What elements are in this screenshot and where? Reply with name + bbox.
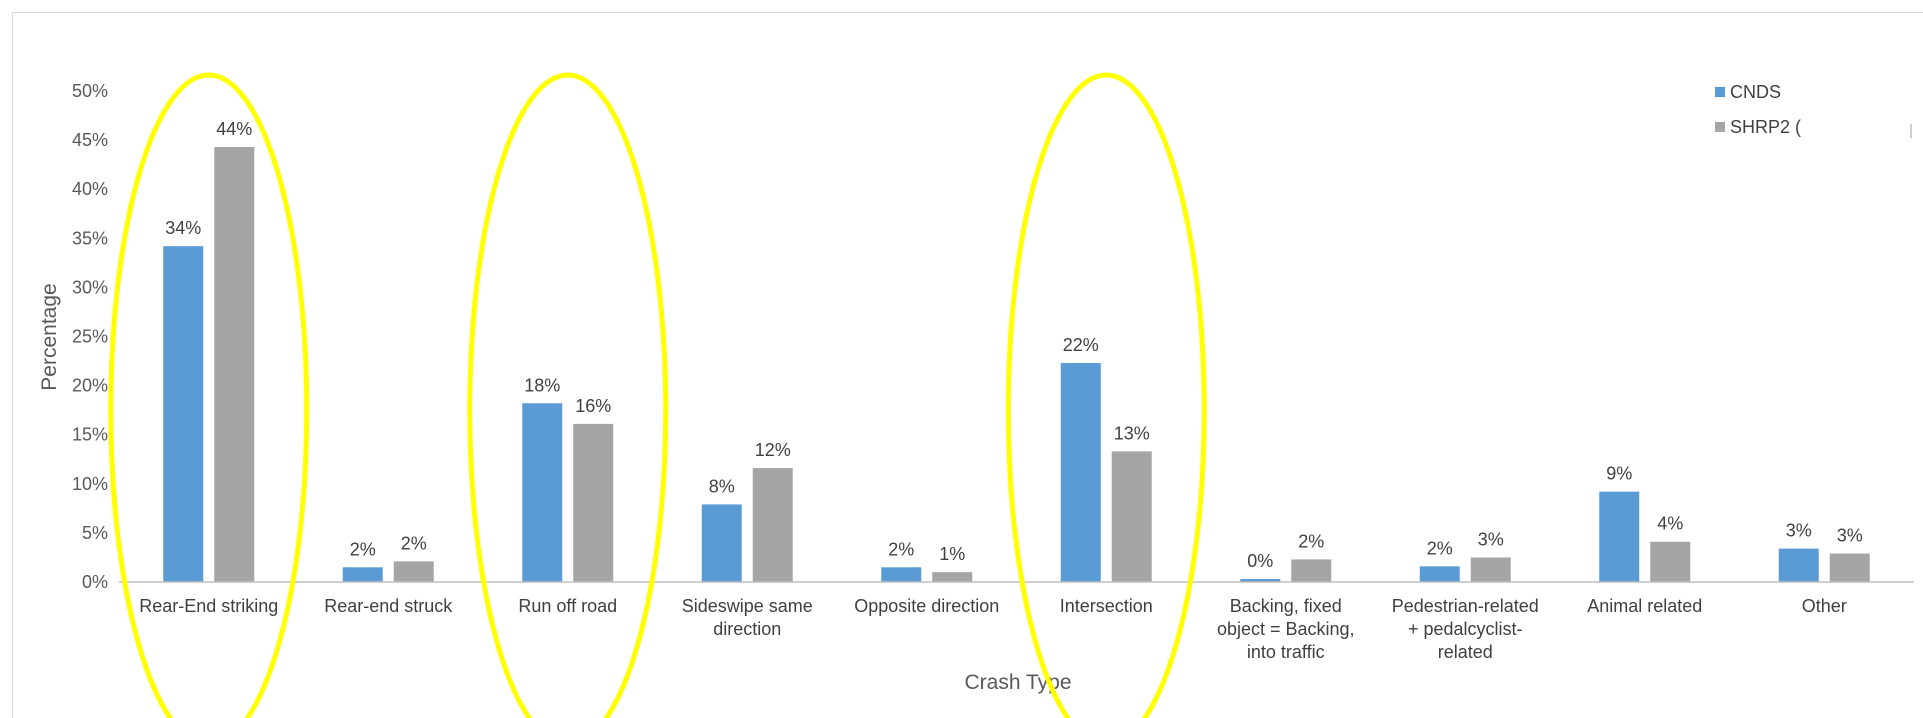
- bar-shrp2: [1470, 557, 1511, 582]
- data-label: 44%: [216, 119, 252, 139]
- bar-shrp2: [573, 423, 614, 582]
- y-tick-label: 0%: [82, 572, 108, 592]
- data-label: 0%: [1247, 551, 1273, 571]
- data-label: 4%: [1657, 514, 1683, 534]
- x-category-label: Pedestrian-related + pedalcyclist-related: [1392, 596, 1539, 662]
- y-axis-title: Percentage: [38, 283, 61, 390]
- chart-frame: [12, 12, 1923, 718]
- data-label: 1%: [939, 544, 965, 564]
- y-tick-label: 20%: [72, 376, 108, 396]
- x-category-label: Animal related: [1587, 596, 1702, 616]
- data-label: 2%: [350, 539, 376, 559]
- data-label: 18%: [524, 375, 560, 395]
- highlight-ellipse: [1005, 72, 1207, 718]
- bar-cnds: [1599, 491, 1640, 582]
- highlight-ellipses: [108, 72, 1207, 718]
- x-category-label: Opposite direction: [854, 596, 999, 616]
- legend-label: CNDS: [1730, 82, 1781, 102]
- y-tick-label: 10%: [72, 474, 108, 494]
- y-tick-label: 15%: [72, 425, 108, 445]
- data-label: 3%: [1478, 529, 1504, 549]
- bar-shrp2: [393, 561, 434, 582]
- bar-shrp2: [1111, 451, 1152, 582]
- data-label: 13%: [1114, 423, 1150, 443]
- bar-shrp2: [1829, 553, 1870, 582]
- x-category-label: Rear-End striking: [139, 596, 278, 616]
- legend-swatch: [1715, 87, 1725, 97]
- legend-swatch: [1715, 122, 1725, 132]
- y-tick-label: 45%: [72, 130, 108, 150]
- y-tick-label: 35%: [72, 228, 108, 248]
- y-axis-ticks: 0% 5% 10% 15% 20% 25% 30% 35% 40% 45% 50%: [72, 81, 108, 592]
- data-label: 2%: [1298, 531, 1324, 551]
- bar-shrp2: [214, 146, 255, 582]
- data-label: 2%: [1427, 538, 1453, 558]
- bar-cnds: [522, 403, 563, 582]
- x-category-label: Run off road: [518, 596, 617, 616]
- bars: [163, 146, 1870, 582]
- x-axis-categories: Rear-End striking Rear-end struck Run off …: [139, 596, 1847, 662]
- bar-cnds: [701, 504, 742, 582]
- bar-shrp2: [932, 572, 973, 582]
- bar-cnds: [163, 246, 204, 582]
- bar-shrp2: [752, 468, 793, 582]
- data-label: 9%: [1606, 464, 1632, 484]
- y-tick-label: 30%: [72, 277, 108, 297]
- data-label: 3%: [1786, 521, 1812, 541]
- data-label: 3%: [1837, 526, 1863, 546]
- data-label: 8%: [709, 476, 735, 496]
- bar-cnds: [881, 567, 922, 582]
- x-category-label: Other: [1802, 596, 1847, 616]
- y-tick-label: 50%: [72, 81, 108, 101]
- bar-cnds: [1778, 548, 1819, 582]
- legend-label: SHRP2 (: [1730, 117, 1801, 137]
- bar-cnds: [1240, 579, 1281, 582]
- x-category-label: Intersection: [1060, 596, 1153, 616]
- highlight-ellipse: [108, 72, 310, 718]
- data-label: 2%: [888, 539, 914, 559]
- x-category-label: Rear-end struck: [324, 596, 453, 616]
- data-label: 16%: [575, 396, 611, 416]
- x-category-label: Backing, fixed object = Backing, into traf…: [1217, 596, 1355, 662]
- data-labels: 34% 44% 2% 2% 18% 16% 8% 12% 2% 1% 22% 13% 0% 2% 2% 3% 9…: [165, 119, 1863, 571]
- bar-cnds: [1060, 363, 1101, 582]
- x-category-label: Sideswipe same direction: [682, 596, 813, 639]
- bar-shrp2: [1291, 559, 1332, 582]
- y-tick-label: 5%: [82, 523, 108, 543]
- data-label: 34%: [165, 218, 201, 238]
- highlight-ellipse: [467, 72, 669, 718]
- bar-cnds: [1419, 566, 1460, 582]
- data-label: 2%: [401, 533, 427, 553]
- y-tick-label: 25%: [72, 327, 108, 347]
- data-label: 22%: [1063, 335, 1099, 355]
- y-tick-label: 40%: [72, 179, 108, 199]
- bar-cnds: [342, 567, 383, 582]
- x-axis-title: Crash Type: [965, 671, 1072, 694]
- bar-shrp2: [1650, 541, 1691, 582]
- legend: CNDS SHRP2 (: [1715, 82, 1912, 138]
- data-label: 12%: [755, 440, 791, 460]
